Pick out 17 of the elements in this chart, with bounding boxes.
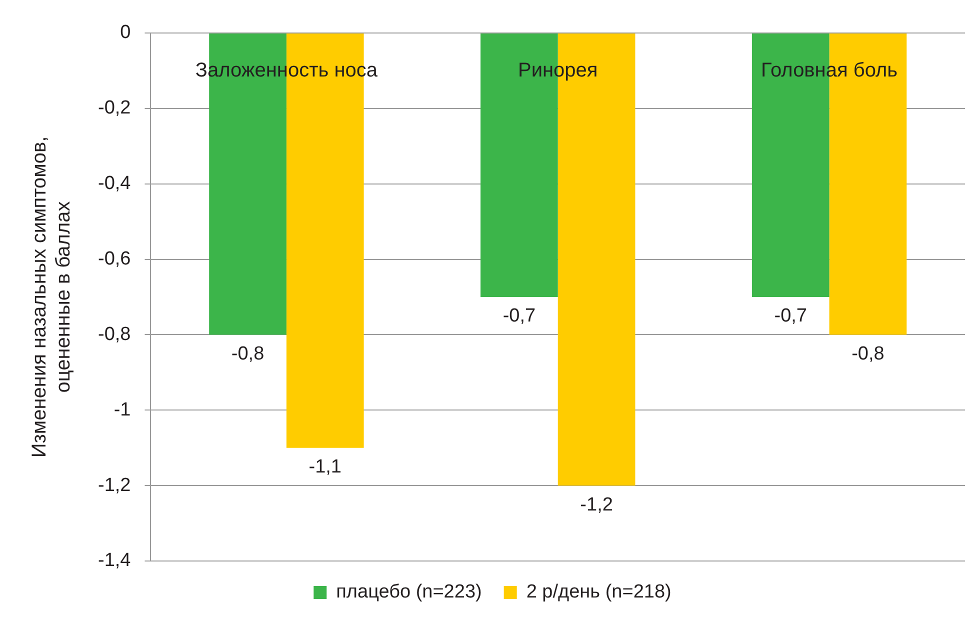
y-tick-label: -1,4 bbox=[98, 550, 132, 572]
data-label: -0,7 bbox=[774, 306, 807, 327]
data-label: -1,2 bbox=[580, 494, 613, 516]
data-label: -0,8 bbox=[231, 343, 264, 364]
y-tick-label: -1,2 bbox=[98, 474, 131, 496]
y-tick-label: -0,2 bbox=[98, 98, 131, 119]
y-tick-label: -1 bbox=[114, 399, 131, 420]
y-tick-label: -0,4 bbox=[98, 173, 132, 194]
y-tick-label: 0 bbox=[120, 22, 131, 44]
y-tick-label: -0,6 bbox=[98, 248, 131, 270]
data-label: -1,1 bbox=[308, 456, 342, 478]
y-axis-title: Изменения назальных симптомов, оцененные в баллах bbox=[28, 136, 75, 458]
legend-label: плацебо (n=223) bbox=[336, 582, 482, 603]
y-tick-label: -0,8 bbox=[98, 324, 131, 345]
data-label: -0,8 bbox=[852, 343, 884, 364]
data-label: -0,7 bbox=[502, 306, 536, 327]
legend-label: 2 р/день (n=218) bbox=[526, 582, 672, 603]
